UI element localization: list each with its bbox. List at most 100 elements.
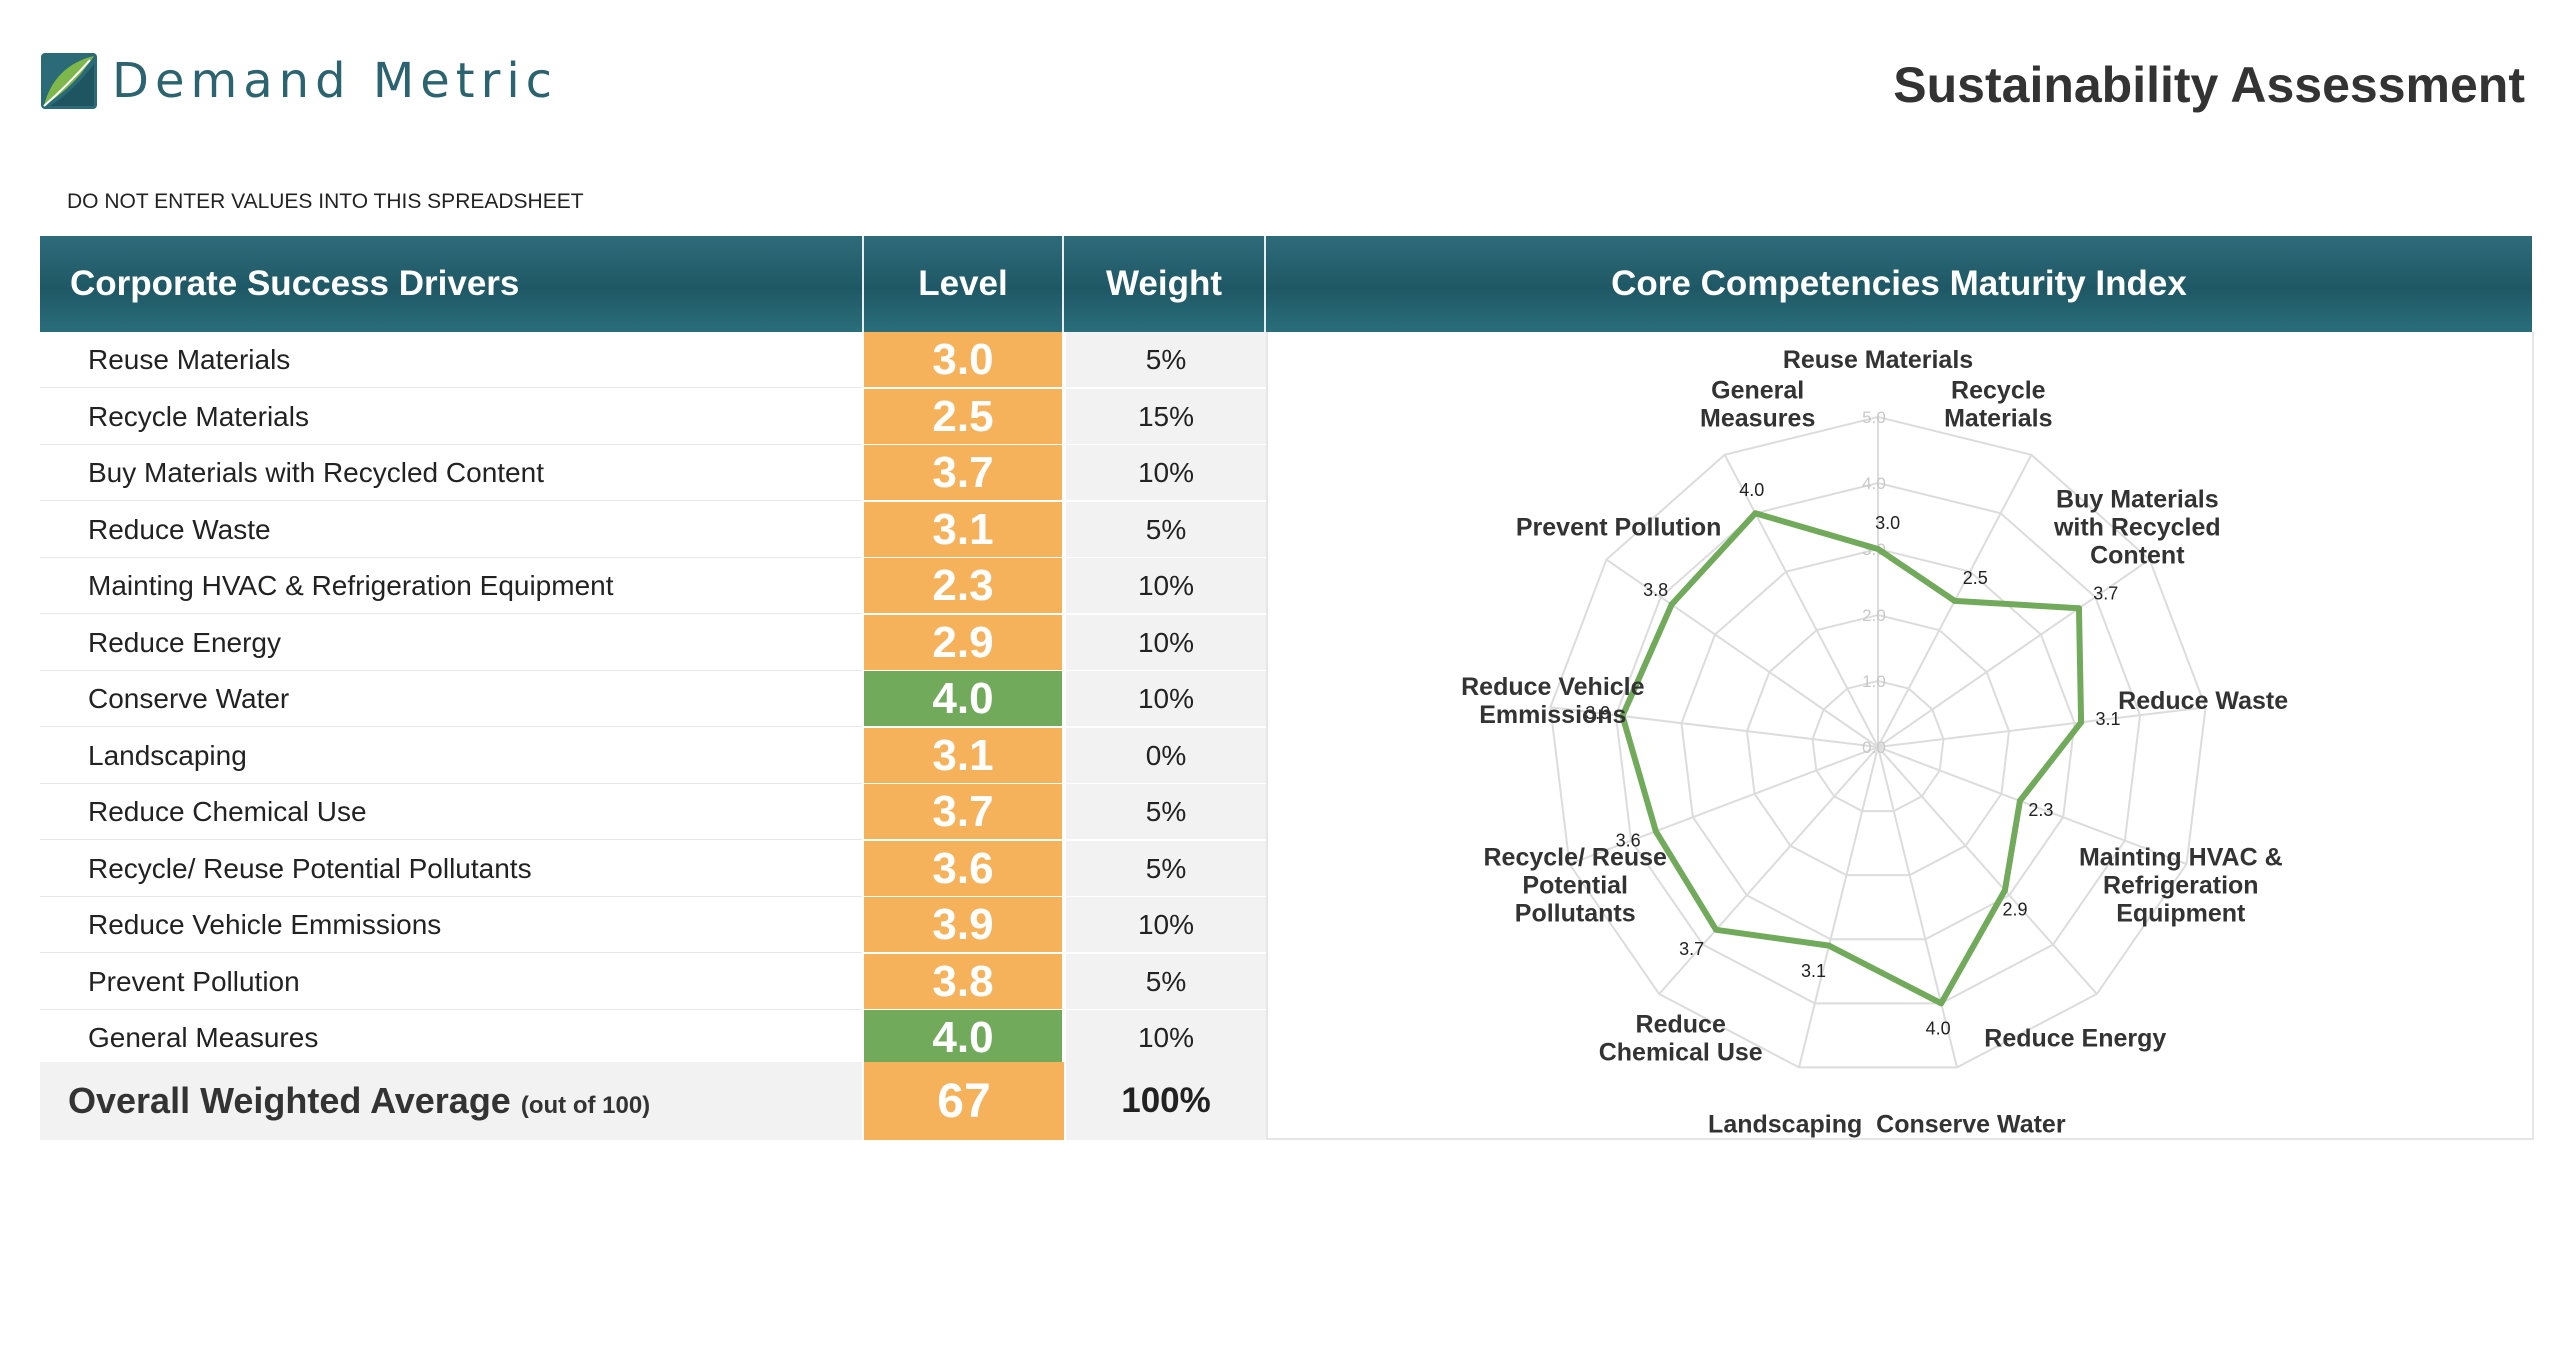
table-row: Reuse Materials 3.0 5%: [40, 332, 1266, 388]
weight-cell[interactable]: 5%: [1064, 953, 1266, 1010]
level-cell[interactable]: 4.0: [862, 1010, 1062, 1066]
grid-spoke: [1658, 746, 1879, 995]
weight-cell[interactable]: 10%: [1064, 614, 1266, 671]
data-label: 3.7: [1679, 939, 1704, 959]
page-title: Sustainability Assessment: [1893, 57, 2525, 113]
data-label: 4.0: [1926, 1019, 1951, 1039]
driver-cell: General Measures: [40, 1010, 862, 1066]
driver-cell: Landscaping: [40, 727, 862, 784]
level-cell[interactable]: 3.7: [862, 445, 1062, 501]
level-cell[interactable]: 3.1: [862, 727, 1062, 784]
overall-label-text: Overall Weighted Average: [68, 1080, 511, 1121]
weight-cell[interactable]: 0%: [1064, 727, 1266, 784]
driver-name: Landscaping: [88, 739, 247, 771]
level-cell[interactable]: 2.3: [862, 558, 1062, 614]
radial-tick-label: 2.0: [1862, 606, 1886, 625]
category-label: Reduce Waste: [2118, 687, 2288, 715]
level-cell[interactable]: 3.7: [862, 784, 1062, 840]
category-label: General Measures: [1700, 376, 1815, 432]
weight-cell[interactable]: 10%: [1064, 897, 1266, 953]
overall-sublabel: (out of 100): [520, 1092, 651, 1119]
category-label-line: Potential: [1522, 872, 1628, 900]
grid-spoke: [1569, 746, 1879, 865]
category-label: Recycle/ Reuse Potential Pollutants: [1483, 844, 1667, 928]
overall-level-cell[interactable]: 67: [862, 1062, 1064, 1140]
category-label-line: Emmissions: [1479, 701, 1626, 729]
series-point: [2001, 887, 2008, 894]
category-label-line: Reduce Waste: [2118, 687, 2288, 715]
driver-cell: Recycle/ Reuse Potential Pollutants: [40, 840, 862, 897]
category-label: Reduce Vehicle Emmissions: [1461, 673, 1645, 729]
driver-cell: Reduce Chemical Use: [40, 784, 862, 840]
weight-cell[interactable]: 5%: [1064, 840, 1266, 897]
category-label-line: Materials: [1944, 404, 2052, 432]
category-label-line: Reduce Energy: [1984, 1024, 2166, 1052]
level-cell[interactable]: 3.0: [862, 332, 1062, 388]
weight-cell[interactable]: 10%: [1064, 671, 1266, 727]
overall-weight-cell[interactable]: 100%: [1064, 1062, 1266, 1140]
overall-row: Overall Weighted Average (out of 100) 67…: [40, 1062, 1266, 1140]
level-cell[interactable]: 3.1: [862, 501, 1062, 558]
weight-cell[interactable]: 5%: [1064, 332, 1266, 388]
weight-cell[interactable]: 15%: [1064, 388, 1266, 445]
series-point: [1668, 601, 1675, 608]
level-cell[interactable]: 2.9: [862, 614, 1062, 671]
series-point: [2016, 797, 2023, 804]
category-label: Recycle Materials: [1944, 376, 2052, 432]
level-cell[interactable]: 3.9: [862, 897, 1062, 953]
weight-cell[interactable]: 10%: [1064, 558, 1266, 614]
driver-name: Prevent Pollution: [88, 965, 300, 997]
data-label: 2.5: [1963, 568, 1988, 588]
driver-name: General Measures: [88, 1022, 319, 1053]
driver-name: Reduce Chemical Use: [88, 796, 367, 827]
series-point: [2075, 605, 2082, 612]
driver-name: Recycle/ Reuse Potential Pollutants: [88, 852, 532, 884]
level-cell[interactable]: 3.8: [862, 953, 1062, 1010]
data-label: 3.6: [1616, 830, 1641, 850]
driver-name: Reduce Waste: [88, 513, 271, 545]
grid-spoke: [1723, 454, 1879, 748]
table-header: Corporate Success Drivers Level Weight C…: [40, 236, 2532, 332]
category-label-line: General: [1711, 376, 1804, 404]
category-label: Reduce Energy: [1984, 1024, 2166, 1052]
series-point: [1875, 546, 1881, 552]
driver-name: Reduce Vehicle Emmissions: [88, 909, 442, 940]
series-point: [1713, 926, 1720, 933]
table-row: Reduce Waste 3.1 5%: [40, 501, 1266, 558]
level-cell[interactable]: 4.0: [862, 671, 1062, 727]
category-label-line: Content: [2090, 542, 2185, 570]
weight-cell[interactable]: 10%: [1064, 445, 1266, 501]
grid-spoke: [1877, 746, 1958, 1068]
brand-name: Demand Metric: [112, 53, 559, 109]
logo-mark-icon: [41, 53, 97, 109]
grid-ring: [1680, 547, 2076, 941]
category-label-line: Chemical Use: [1599, 1038, 1763, 1066]
series-point: [1826, 942, 1833, 949]
grid-spoke: [1605, 558, 1879, 748]
driver-name: Buy Materials with Recycled Content: [88, 457, 544, 488]
series-line: [1619, 510, 2085, 1007]
level-cell[interactable]: 2.5: [862, 388, 1062, 445]
category-label: Reuse Materials: [1783, 346, 1973, 374]
grid-spoke: [1798, 746, 1879, 1068]
category-label-line: Landscaping: [1708, 1111, 1862, 1138]
header-drivers: Corporate Success Drivers: [70, 264, 520, 303]
brand-logo[interactable]: Demand Metric: [40, 52, 558, 110]
category-label-line: Buy Materials: [2056, 486, 2219, 514]
overall-label-cell: Overall Weighted Average (out of 100): [40, 1062, 862, 1140]
category-label-line: Measures: [1700, 404, 1815, 432]
category-label-line: Reduce: [1636, 1010, 1726, 1038]
table-row: Recycle/ Reuse Potential Pollutants 3.6 5%: [40, 840, 1266, 897]
warning-text: DO NOT ENTER VALUES INTO THIS SPREADSHEE…: [67, 190, 584, 213]
weight-cell[interactable]: 10%: [1064, 1010, 1266, 1066]
weight-cell[interactable]: 5%: [1064, 784, 1266, 840]
radial-tick-label: 1.0: [1862, 672, 1886, 691]
data-label: 3.1: [1801, 961, 1826, 981]
data-label: 3.9: [1585, 703, 1610, 723]
level-cell[interactable]: 3.6: [862, 840, 1062, 897]
radar-chart-svg: 0.01.02.03.04.05.03.02.53.73.12.32.94.03…: [1461, 346, 2288, 1138]
radar-chart: 0.0 1.0 2.0 3.0 4.0 5.0 3.0 2.5 3.7 3.1 2.3 2.9 4.0 3…: [1266, 332, 2534, 1140]
category-label-line: Recycle: [1951, 376, 2046, 404]
weight-cell[interactable]: 5%: [1064, 501, 1266, 558]
driver-cell: Conserve Water: [40, 671, 862, 727]
